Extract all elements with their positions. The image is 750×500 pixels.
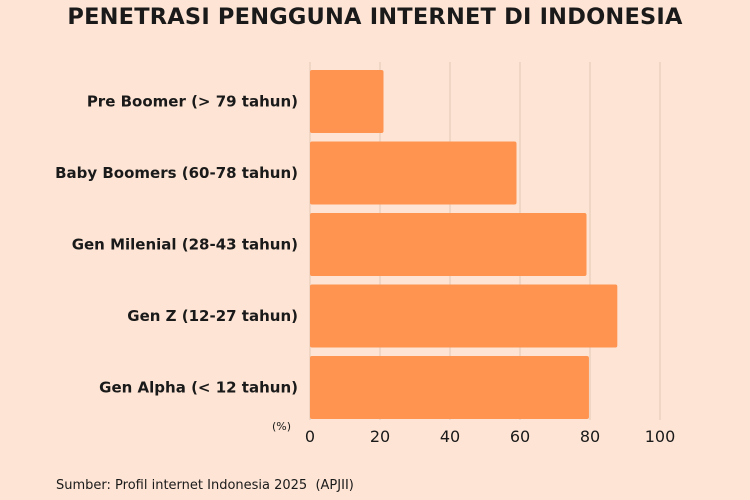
bar-1 xyxy=(310,70,384,133)
bars xyxy=(310,70,618,419)
x-tick-label: 80 xyxy=(580,427,600,446)
x-tick-label: 100 xyxy=(645,427,676,446)
category-label: Gen Alpha (< 12 tahun) xyxy=(99,379,298,397)
x-tick-label: 60 xyxy=(510,427,530,446)
bar-5 xyxy=(310,356,589,419)
bar-4 xyxy=(310,284,618,348)
x-tick-label: 40 xyxy=(440,427,460,446)
category-label: Baby Boomers (60-78 tahun) xyxy=(55,164,298,182)
x-tick-labels: 0 20 40 60 80 100 xyxy=(305,427,675,446)
x-tick-label: 20 xyxy=(370,427,390,446)
source-note: Sumber: Profil internet Indonesia 2025 (… xyxy=(56,478,354,493)
category-label: Gen Milenial (28-43 tahun) xyxy=(72,236,298,254)
x-axis-unit-label: (%) xyxy=(272,420,291,433)
category-label: Pre Boomer (> 79 tahun) xyxy=(87,93,298,111)
chart-title: PENETRASI PENGGUNA INTERNET DI INDONESIA xyxy=(67,4,683,30)
bar-3 xyxy=(310,213,587,276)
bar-2 xyxy=(310,141,517,205)
x-tick-label: 0 xyxy=(305,427,315,446)
category-labels: Pre Boomer (> 79 tahun) Baby Boomers (60-… xyxy=(55,93,298,397)
category-label: Gen Z (12-27 tahun) xyxy=(127,307,298,325)
